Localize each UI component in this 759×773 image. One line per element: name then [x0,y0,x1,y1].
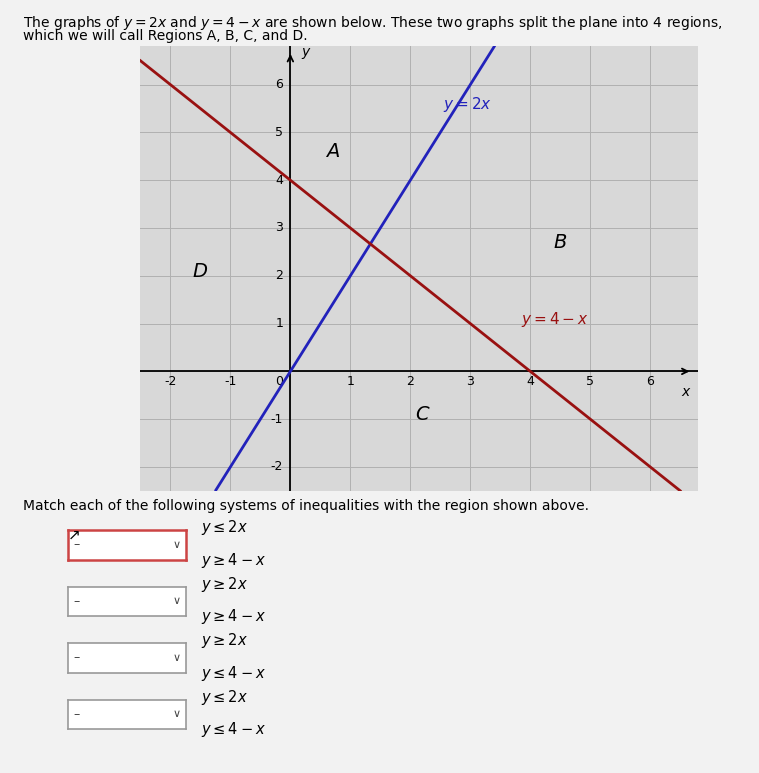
Text: $y$: $y$ [301,46,312,61]
Text: -2: -2 [164,375,177,388]
Text: The graphs of $y = 2x$ and $y = 4 - x$ are shown below. These two graphs split t: The graphs of $y = 2x$ and $y = 4 - x$ a… [23,14,723,32]
Text: 2: 2 [276,269,283,282]
Text: 4: 4 [276,174,283,187]
Text: 6: 6 [276,78,283,91]
Text: $D$: $D$ [192,261,209,281]
Text: which we will call Regions A, B, C, and D.: which we will call Regions A, B, C, and … [23,29,307,43]
Text: $y \leq 2x$: $y \leq 2x$ [201,688,248,707]
Text: 3: 3 [466,375,474,388]
Text: 5: 5 [586,375,594,388]
Text: 6: 6 [647,375,654,388]
Text: $y \geq 2x$: $y \geq 2x$ [201,575,248,594]
Text: -1: -1 [224,375,237,388]
Text: $y \leq 4 - x$: $y \leq 4 - x$ [201,664,266,683]
Text: ∨: ∨ [172,653,181,662]
Text: $y = 4 - x$: $y = 4 - x$ [521,309,589,329]
Text: –: – [74,708,80,720]
Text: 3: 3 [276,222,283,234]
Text: $A$: $A$ [325,142,340,161]
Text: $B$: $B$ [553,233,568,252]
Text: 1: 1 [276,317,283,330]
Text: –: – [74,595,80,608]
Text: 2: 2 [406,375,414,388]
Text: $x$: $x$ [681,385,691,399]
Text: $y \leq 4 - x$: $y \leq 4 - x$ [201,720,266,739]
Text: 1: 1 [346,375,354,388]
Text: ∨: ∨ [172,597,181,606]
Text: Match each of the following systems of inequalities with the region shown above.: Match each of the following systems of i… [23,499,589,512]
Text: $C$: $C$ [414,405,430,424]
Text: $y \geq 4 - x$: $y \geq 4 - x$ [201,551,266,570]
Text: $y \leq 2x$: $y \leq 2x$ [201,519,248,537]
Text: $y \geq 4 - x$: $y \geq 4 - x$ [201,608,266,626]
Text: 5: 5 [276,126,283,139]
Text: ∨: ∨ [172,710,181,719]
Text: $y \geq 2x$: $y \geq 2x$ [201,632,248,650]
Text: –: – [74,539,80,551]
Text: 4: 4 [527,375,534,388]
Text: 0: 0 [276,375,283,388]
Text: $y = 2x$: $y = 2x$ [443,94,493,114]
Text: –: – [74,652,80,664]
Text: -2: -2 [271,461,283,473]
Text: ∨: ∨ [172,540,181,550]
Text: -1: -1 [271,413,283,426]
Text: ↗: ↗ [68,527,81,542]
